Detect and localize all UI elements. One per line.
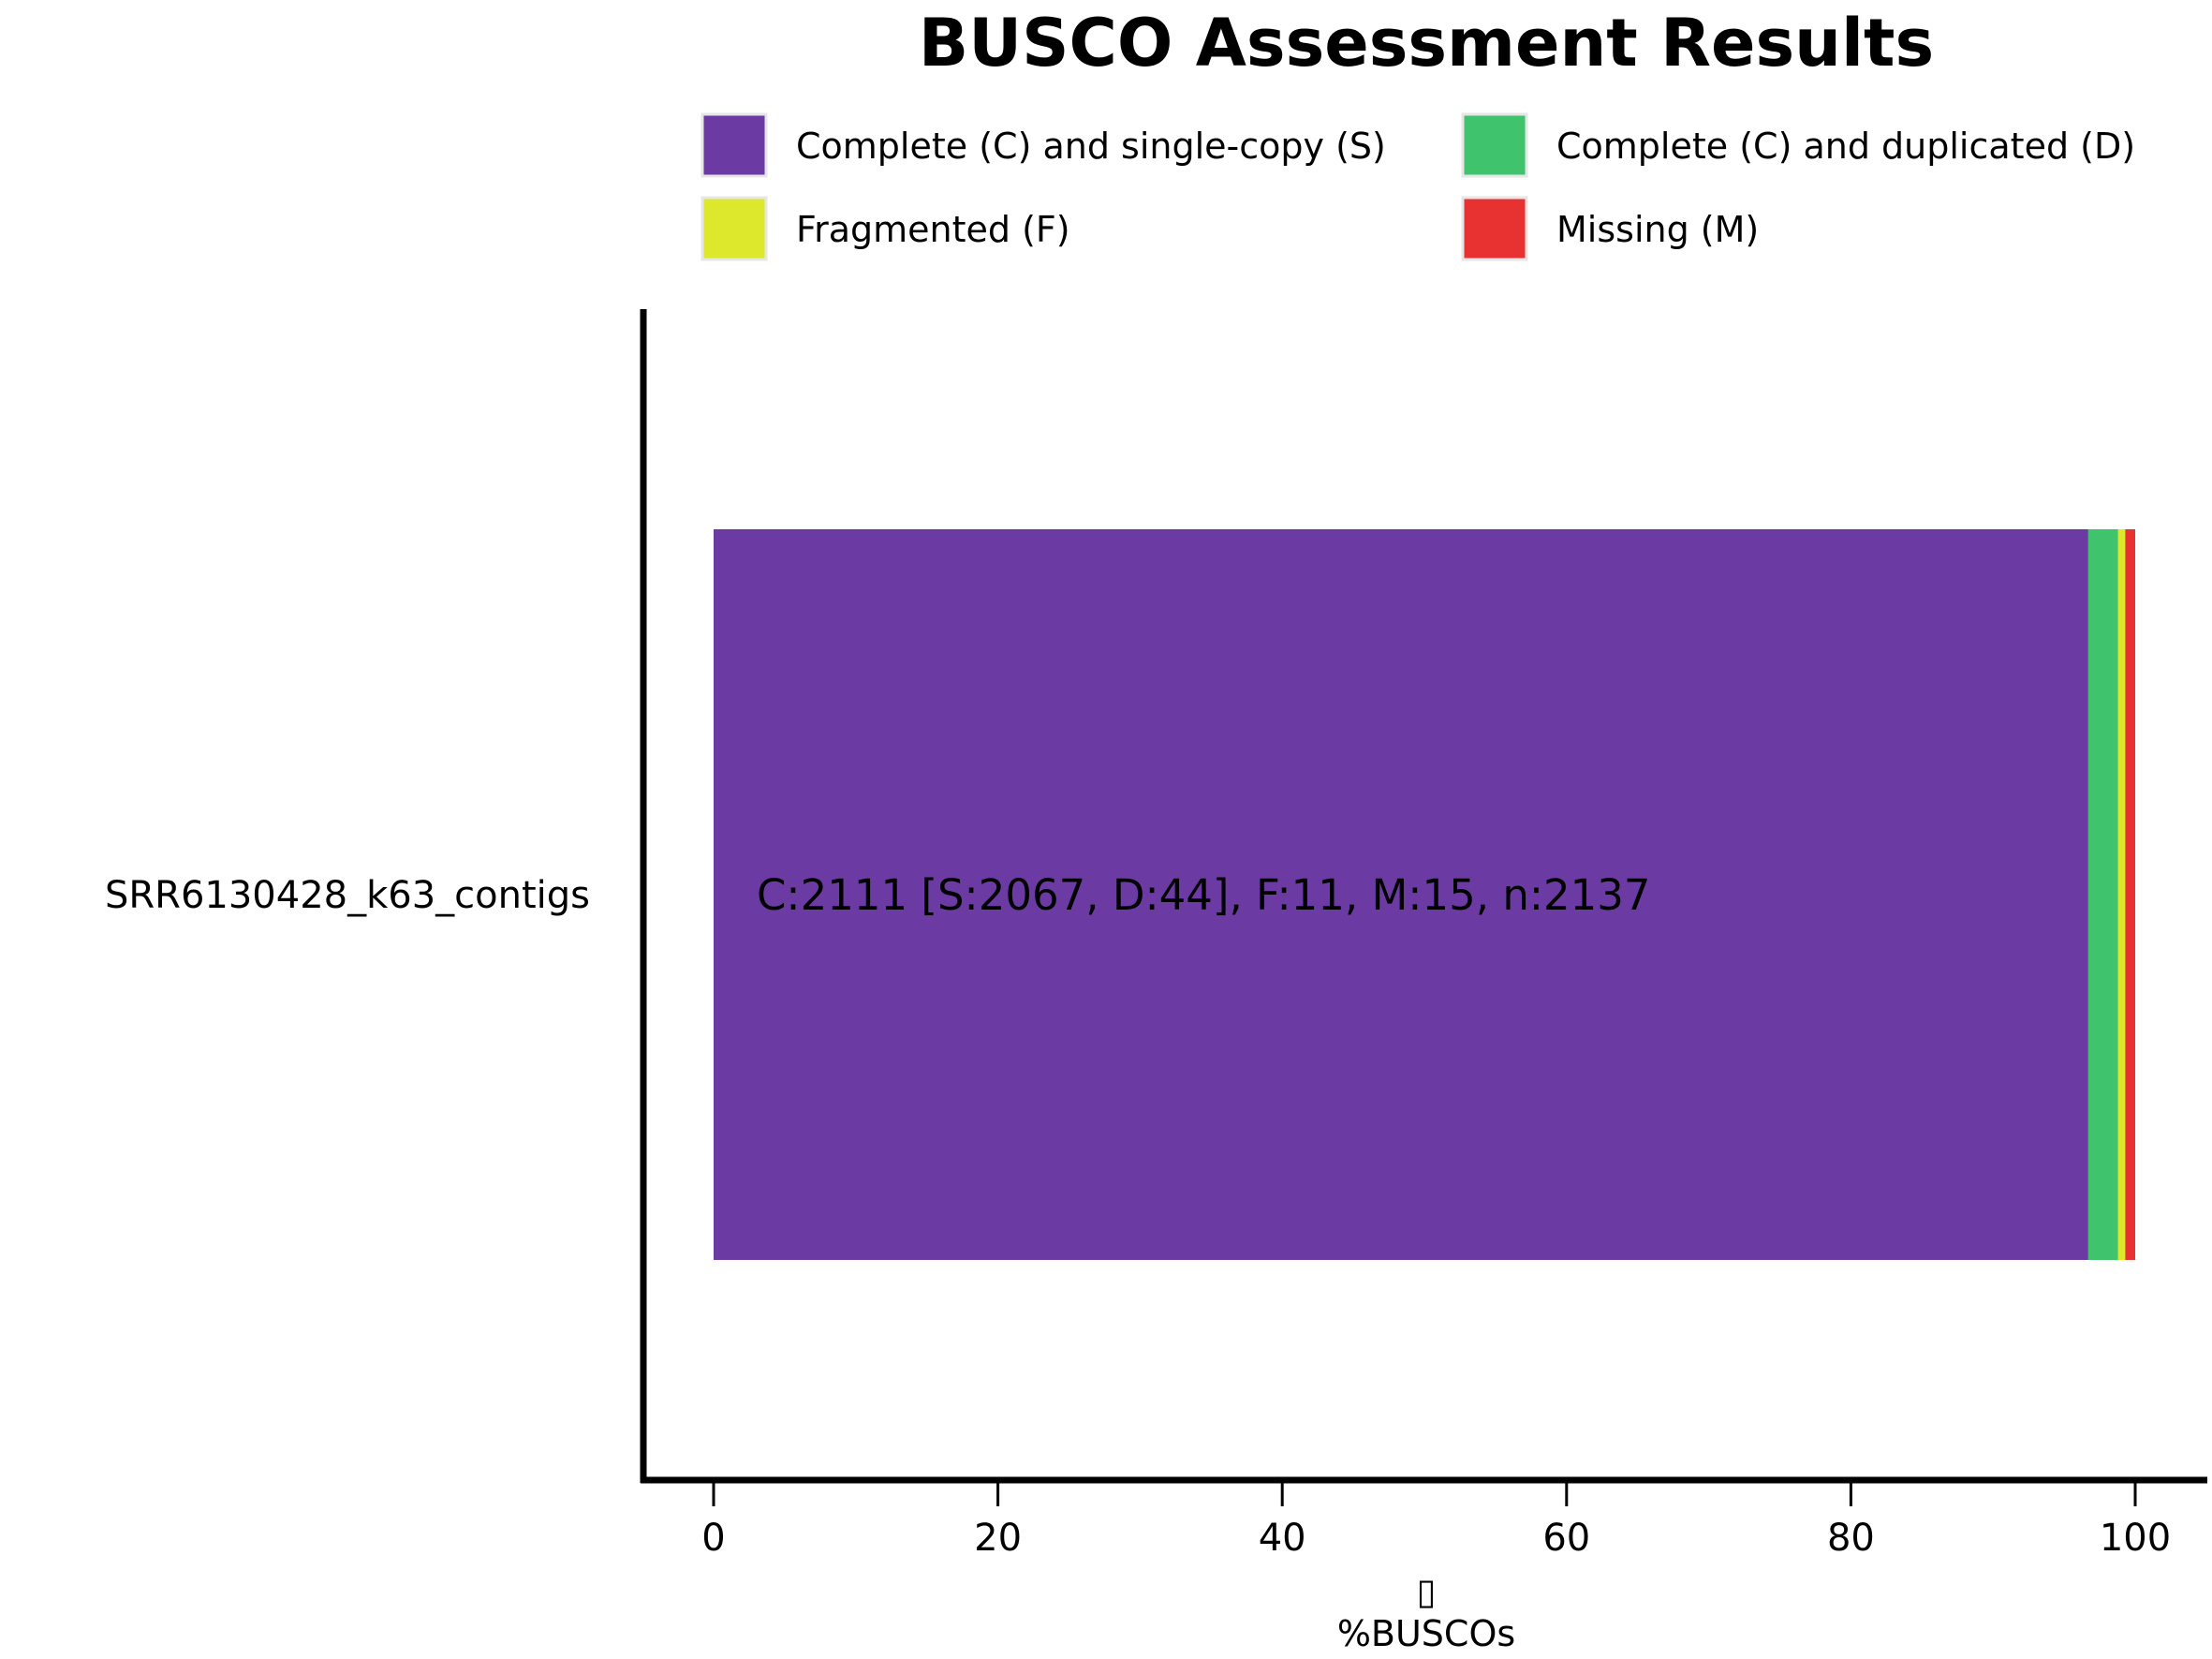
bar-segment-2 xyxy=(2117,529,2126,1260)
legend-swatch-3 xyxy=(1461,196,1528,261)
x-tick-label-5: 100 xyxy=(2100,1517,2171,1560)
x-tick-label-1: 20 xyxy=(974,1517,1022,1560)
legend-swatch-1 xyxy=(1461,112,1528,178)
legend: Complete (C) and single-copy (S) Complete… xyxy=(700,112,2135,261)
x-tick-label-3: 60 xyxy=(1542,1517,1590,1560)
bars: C:2111 [S:2067, D:44], F:11, M:15, n:213… xyxy=(714,529,2135,1260)
legend-entry-3: Missing (M) xyxy=(1556,209,1759,250)
x-tick-label-0: 0 xyxy=(701,1517,725,1560)
legend-entry-1: Complete (C) and duplicated (D) xyxy=(1556,126,2135,167)
category-label: SRR6130428_k63_contigs xyxy=(105,874,590,917)
legend-swatch-2 xyxy=(700,196,768,261)
category-labels: SRR6130428_k63_contigs xyxy=(105,874,590,917)
legend-entry-2: Fragmented (F) xyxy=(796,209,1070,250)
x-tick-label-2: 40 xyxy=(1259,1517,1306,1560)
chart-title: BUSCO Assessment Results xyxy=(919,5,1934,81)
x-axis-label: %BUSCOs xyxy=(1337,1613,1515,1654)
legend-swatch-0 xyxy=(700,112,768,178)
x-axis-glyph: ▯ xyxy=(1417,1571,1437,1612)
axes: 0 20 40 60 80 100 xyxy=(640,309,2207,1560)
x-tick-label-4: 80 xyxy=(1827,1517,1875,1560)
bar-segment-1 xyxy=(2087,529,2118,1260)
bar-segment-0 xyxy=(714,529,2088,1260)
bar-label: C:2111 [S:2067, D:44], F:11, M:15, n:213… xyxy=(757,870,1651,920)
bar-segment-3 xyxy=(2125,529,2135,1260)
legend-entry-0: Complete (C) and single-copy (S) xyxy=(796,126,1386,167)
